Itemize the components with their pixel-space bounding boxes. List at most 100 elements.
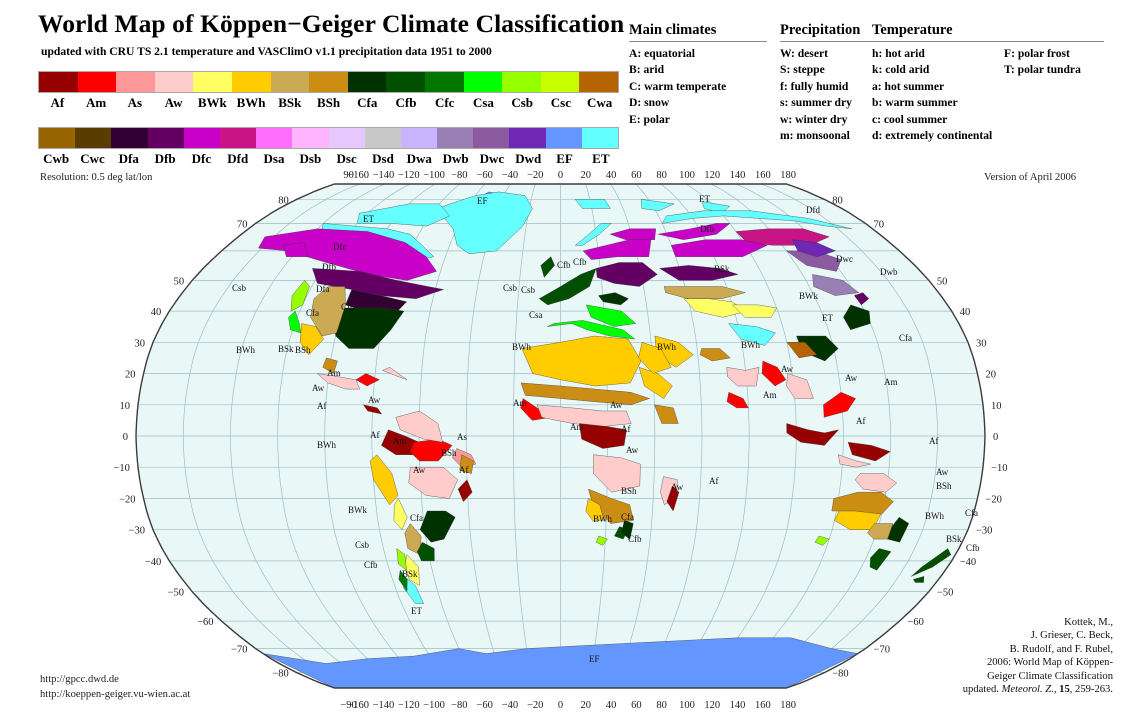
- legend-swatch-dsb[interactable]: [292, 128, 329, 148]
- lon-tick-20: 20: [581, 170, 592, 181]
- map-label-am-11: Am: [327, 368, 341, 378]
- legend-swatch-ef[interactable]: [545, 128, 582, 148]
- url-gpcc[interactable]: http://gpcc.dwd.de: [40, 674, 119, 685]
- lon-tick-180: 180: [780, 700, 796, 711]
- legend-swatch-cwa[interactable]: [579, 72, 618, 92]
- climate-region-dfb: [854, 292, 869, 306]
- climate-region-ef: [263, 637, 858, 689]
- climate-region-bsk: [664, 286, 746, 299]
- lat-tick-right-20: 20: [985, 370, 996, 381]
- lon-tick-100: 100: [679, 170, 695, 181]
- legend-swatch-dsa[interactable]: [256, 128, 293, 148]
- citation-comma: ,: [1053, 684, 1060, 696]
- legend-label-dsb: Dsb: [299, 151, 322, 166]
- legend-label-dfb: Dfb: [154, 151, 176, 166]
- map-label-aw-39: Aw: [671, 482, 684, 492]
- url-koeppen[interactable]: http://koeppen-geiger.vu-wien.ac.at: [40, 689, 191, 700]
- climate-region-af: [579, 423, 627, 449]
- map-label-et-0: ET: [363, 214, 374, 224]
- legend-swatch-dwc[interactable]: [473, 128, 510, 148]
- legend-swatch-bwk[interactable]: [193, 72, 232, 92]
- legend-swatch-cwb[interactable]: [39, 128, 76, 148]
- legend-swatch-af[interactable]: [39, 72, 78, 92]
- map-label-am-34: Am: [570, 422, 584, 432]
- lon-tick-−100: −100: [423, 170, 445, 181]
- map-label-af-19: Af: [459, 465, 469, 475]
- version-note: Version of April 2006: [984, 172, 1077, 183]
- legend-swatch-as[interactable]: [116, 72, 155, 92]
- lat-tick-right-70: 70: [874, 219, 885, 230]
- key-temperature-right-col: F: polar frost T: polar tundra: [1004, 46, 1104, 144]
- legend-swatch-csc[interactable]: [540, 72, 580, 92]
- legend-swatch-dsd[interactable]: [364, 128, 401, 148]
- climate-region-aw: [726, 367, 760, 387]
- legend-swatch-am[interactable]: [77, 72, 117, 92]
- legend-swatch-dwb[interactable]: [437, 128, 474, 148]
- climate-region-cfb: [911, 548, 952, 577]
- legend-swatch-dwa[interactable]: [400, 128, 438, 148]
- map-label-csb-29: Csb: [521, 285, 536, 295]
- climate-region-cwa: [786, 342, 817, 359]
- key-temperature-item-2: a: hot summer: [872, 79, 945, 93]
- lat-tick-right-30: 30: [976, 338, 987, 349]
- lat-tick-right-50: 50: [937, 276, 948, 287]
- legend-swatch-bsk[interactable]: [270, 72, 310, 92]
- legend-swatch-dfc[interactable]: [183, 128, 220, 148]
- legend-swatch-dwd[interactable]: [509, 128, 546, 148]
- lon-tick-160: 160: [755, 700, 771, 711]
- legend-swatch-dfd[interactable]: [219, 128, 257, 148]
- climate-region-csb: [396, 548, 407, 571]
- map-label-af-36: Af: [621, 424, 631, 434]
- climate-region-dfc: [283, 242, 308, 257]
- legend-swatch-aw[interactable]: [154, 72, 194, 92]
- legend-color-bar-row-2: [38, 127, 619, 149]
- key-main-item-3: D: snow: [629, 96, 670, 110]
- legend-swatch-csa[interactable]: [463, 72, 503, 92]
- map-label-af-40: Af: [709, 476, 719, 486]
- world-climate-map[interactable]: ET EF Dfc Dfb Dfa Cfa Cfb Csb BWh BSk BSh Am Aw Af Aw A…: [36, 160, 1085, 712]
- lon-tick-−100: −100: [423, 700, 445, 711]
- lon-tick-−160: −160: [347, 700, 369, 711]
- climate-region-et: [728, 323, 776, 346]
- legend-swatch-cfb[interactable]: [386, 72, 425, 92]
- lon-tick-−140: −140: [373, 700, 395, 711]
- lat-tick-right--30: −30: [976, 526, 992, 537]
- climate-legend: Af Am As Aw BWk BWh BSk BSh Cfa Cfb Cfc Csa Csb Csc Cw…: [38, 71, 619, 167]
- climate-region-af: [363, 404, 382, 415]
- lat-tick-right--80: −80: [832, 669, 848, 680]
- key-precipitation: Precipitation W: desert S: steppe f: fully…: [780, 22, 876, 144]
- climate-region-af: [666, 485, 680, 512]
- lon-tick-60: 60: [631, 170, 642, 181]
- map-label-dfb-48: Dfb: [700, 224, 714, 234]
- map-label-bwh-32: BWh: [512, 342, 531, 352]
- climate-region-bsk: [404, 523, 422, 555]
- legend-swatch-cfc[interactable]: [424, 72, 464, 92]
- map-label-cfa-53: Cfa: [899, 333, 912, 343]
- climate-region-bwk: [393, 498, 408, 530]
- map-label-as-17: As: [457, 432, 467, 442]
- map-label-dfb-3: Dfb: [322, 262, 336, 272]
- legend-swatch-bwh[interactable]: [231, 72, 271, 92]
- lon-tick-80: 80: [656, 700, 667, 711]
- lon-tick-−40: −40: [502, 170, 518, 181]
- key-temperature-right-item-0: F: polar frost: [1004, 47, 1070, 60]
- legend-swatch-bsh[interactable]: [309, 72, 348, 92]
- lon-tick-−20: −20: [527, 170, 543, 181]
- lon-tick-100: 100: [679, 700, 695, 711]
- legend-swatch-cfa[interactable]: [347, 72, 387, 92]
- legend-swatch-csb[interactable]: [502, 72, 541, 92]
- legend-swatch-cwc[interactable]: [75, 128, 112, 148]
- legend-swatch-dsc[interactable]: [328, 128, 365, 148]
- key-precipitation-item-1: S: steppe: [780, 63, 825, 77]
- legend-label-csa: Csa: [472, 95, 494, 110]
- climate-region-bsh: [831, 492, 894, 515]
- citation-line-5: Geiger Climate Classification: [987, 670, 1113, 682]
- climate-region-bsh: [322, 357, 338, 374]
- map-label-bwh-45: BWh: [741, 340, 760, 350]
- legend-swatch-dfb[interactable]: [147, 128, 184, 148]
- climate-region-cfc: [398, 570, 408, 592]
- legend-label-cfc: Cfc: [434, 95, 455, 110]
- map-label-bwh-44: BWh: [657, 342, 676, 352]
- legend-swatch-dfa[interactable]: [111, 128, 148, 148]
- legend-swatch-et[interactable]: [581, 128, 618, 148]
